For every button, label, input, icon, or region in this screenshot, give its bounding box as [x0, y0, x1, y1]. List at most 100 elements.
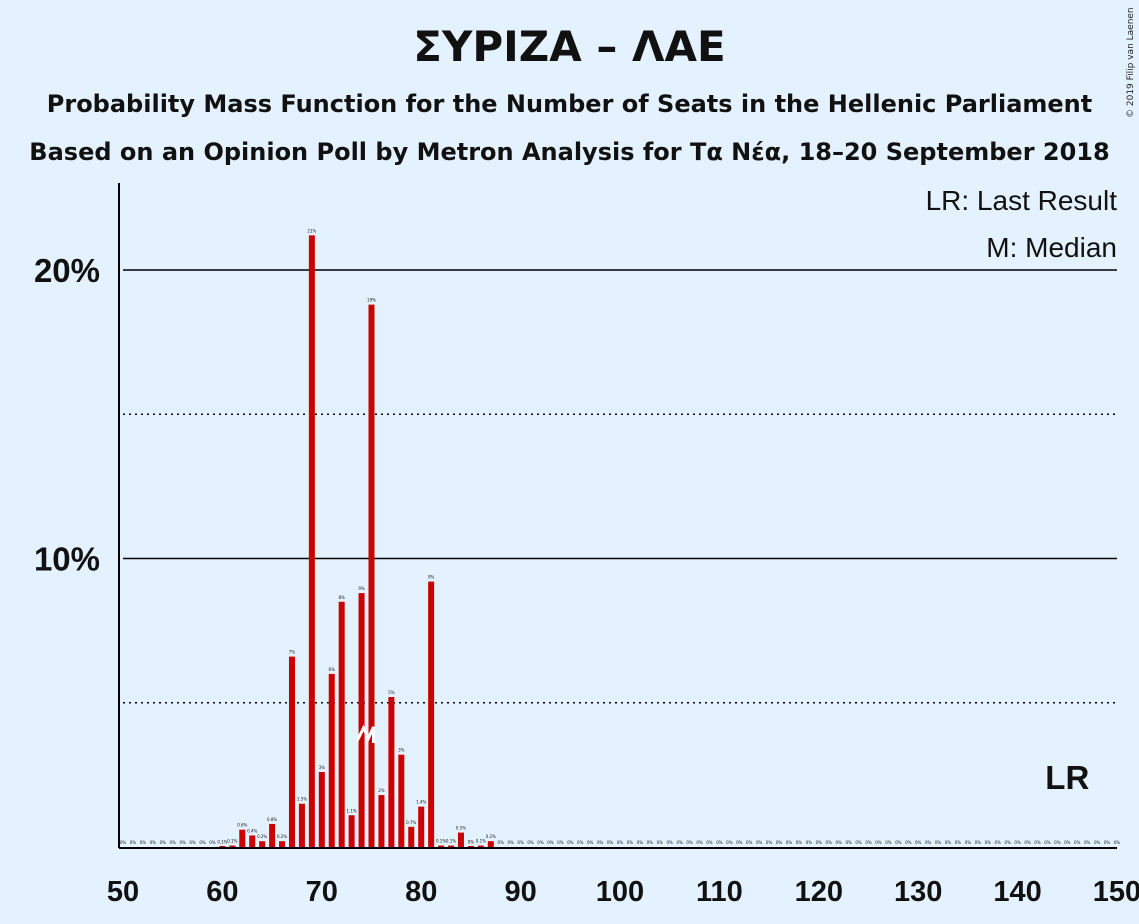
- data-label: 0%: [189, 840, 196, 845]
- data-label: 0%: [1014, 840, 1021, 845]
- data-label: 0%: [607, 840, 614, 845]
- data-label: 0%: [667, 840, 674, 845]
- data-label: 0%: [985, 840, 992, 845]
- data-label: 0%: [179, 840, 186, 845]
- data-label: 0%: [199, 840, 206, 845]
- y-tick-label: 10%: [34, 541, 100, 578]
- data-label: 0%: [617, 840, 624, 845]
- data-label: 0%: [130, 840, 137, 845]
- data-label: 0%: [1094, 840, 1101, 845]
- data-label: 0%: [637, 840, 644, 845]
- data-label: 0%: [995, 840, 1002, 845]
- data-label: 0%: [736, 840, 743, 845]
- data-label: 0%: [786, 840, 793, 845]
- data-label: 0%: [965, 840, 972, 845]
- bars: [219, 235, 494, 847]
- legend-item: M: Median: [986, 232, 1117, 263]
- data-label: 0%: [895, 840, 902, 845]
- x-tick-label: 120: [795, 876, 843, 908]
- bar: [348, 815, 355, 847]
- data-label: 0%: [935, 840, 942, 845]
- data-label: 0%: [1054, 840, 1061, 845]
- data-label: 0.2%: [257, 834, 267, 839]
- bar: [487, 841, 494, 847]
- legend: LR: Last Result M: Median: [926, 185, 1118, 263]
- data-label: 0%: [925, 840, 932, 845]
- x-tick-label: 140: [993, 876, 1041, 908]
- bar: [388, 696, 395, 847]
- data-label: 0%: [1074, 840, 1081, 845]
- markers: LR: [356, 724, 1089, 796]
- data-label: 0%: [766, 840, 773, 845]
- x-tick-label: 110: [696, 876, 743, 908]
- x-tick-label: 70: [306, 876, 338, 908]
- data-label: 0%: [468, 839, 475, 844]
- data-label: 0%: [855, 840, 862, 845]
- data-label: 7%: [289, 650, 296, 655]
- data-label: 1.4%: [416, 800, 426, 805]
- data-label: 8%: [339, 595, 346, 600]
- data-label: 21%: [307, 228, 316, 233]
- data-label: 9%: [428, 575, 435, 580]
- chart-title: ΣΥΡΙΖΑ – ΛΑΕ: [413, 22, 726, 71]
- data-label: 0%: [567, 840, 574, 845]
- data-label: 0.4%: [247, 828, 257, 833]
- bar: [298, 803, 305, 847]
- data-label: 0%: [1024, 840, 1031, 845]
- data-label: 0%: [160, 840, 167, 845]
- data-label: 3%: [398, 748, 405, 753]
- data-label: 0%: [597, 840, 604, 845]
- bar: [318, 771, 325, 847]
- data-label: 0%: [527, 840, 534, 845]
- bar: [438, 845, 445, 847]
- bar: [239, 829, 246, 847]
- gridlines: [123, 269, 1117, 704]
- data-label: 0%: [836, 840, 843, 845]
- data-label: 0%: [816, 840, 823, 845]
- data-label: 0%: [776, 840, 783, 845]
- data-label: 5%: [388, 690, 395, 695]
- bar: [418, 806, 425, 847]
- data-label: 0%: [726, 840, 733, 845]
- bar: [457, 832, 464, 847]
- data-label: 0%: [627, 840, 634, 845]
- data-label: 2%: [378, 788, 385, 793]
- bar: [308, 235, 315, 847]
- data-label: 0%: [696, 840, 703, 845]
- data-label: 0%: [706, 840, 713, 845]
- data-label: 0%: [885, 840, 892, 845]
- bar: [219, 846, 226, 847]
- bar: [338, 601, 345, 847]
- data-label: 0%: [806, 840, 813, 845]
- data-label: 0%: [1004, 840, 1011, 845]
- data-label: 0%: [120, 840, 127, 845]
- bar: [398, 754, 405, 847]
- data-label: 0%: [1064, 840, 1071, 845]
- data-label: 0%: [945, 840, 952, 845]
- data-label: 0.1%: [446, 839, 456, 844]
- data-label: 0%: [587, 840, 594, 845]
- data-label: 0%: [498, 840, 505, 845]
- bar: [378, 795, 385, 847]
- data-label: 0%: [955, 840, 962, 845]
- bar: [249, 835, 256, 847]
- data-label: 0%: [1034, 840, 1041, 845]
- median-marker: [356, 724, 375, 744]
- bar: [467, 846, 474, 847]
- data-label: 0%: [537, 840, 544, 845]
- bar: [477, 845, 484, 847]
- x-tick-label: 80: [405, 876, 437, 908]
- x-tick-label: 50: [107, 876, 139, 908]
- data-label: 1.5%: [297, 797, 307, 802]
- bar: [229, 845, 236, 847]
- bar: [428, 581, 435, 847]
- data-label: 0.6%: [237, 823, 247, 828]
- data-label: 0.5%: [456, 826, 466, 831]
- data-label: 0.2%: [277, 834, 287, 839]
- data-label: 0%: [756, 840, 763, 845]
- data-label: 0%: [686, 840, 693, 845]
- data-label: 0%: [1104, 840, 1111, 845]
- data-label: 0.2%: [486, 834, 496, 839]
- bar: [288, 656, 295, 847]
- data-label: 0%: [150, 840, 157, 845]
